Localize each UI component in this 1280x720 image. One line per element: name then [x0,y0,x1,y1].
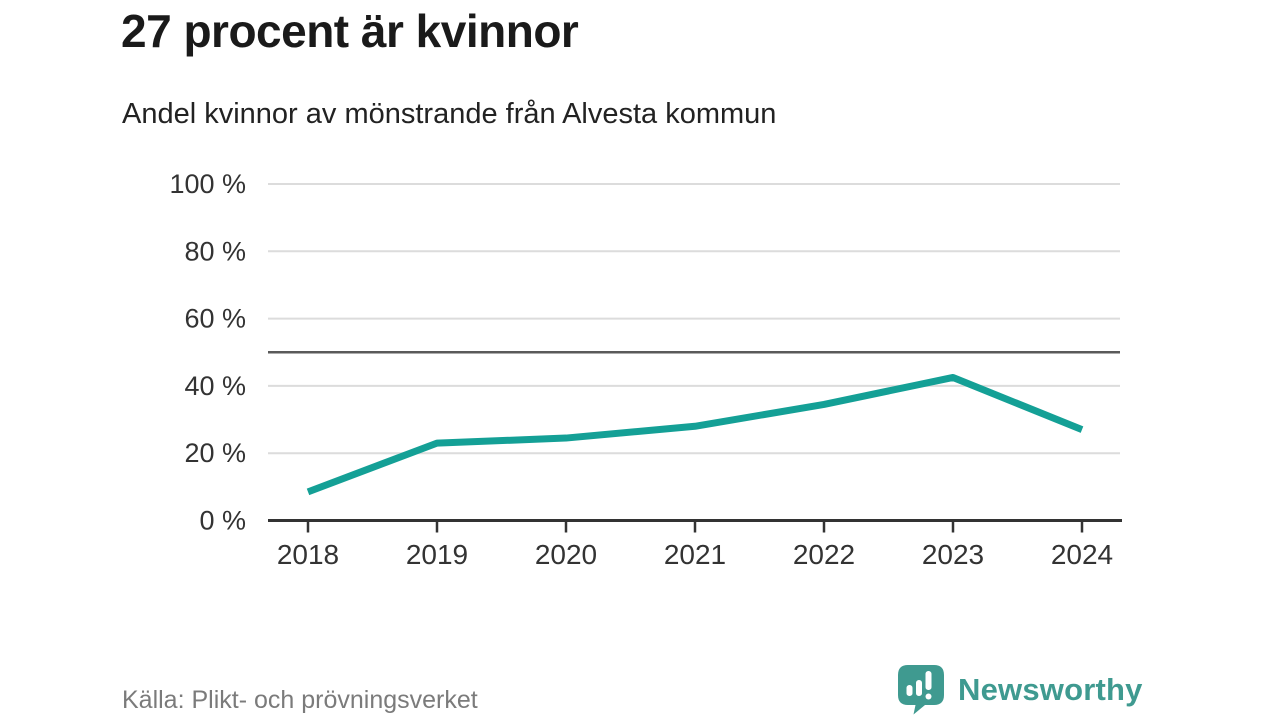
x-axis-tick-label: 2022 [793,539,855,570]
y-axis-tick-label: 60 % [184,304,246,334]
newsworthy-wordmark: Newsworthy [958,671,1143,707]
data-line-andel-kvinnor [306,373,1084,496]
newsworthy-logo: Newsworthy [897,664,1143,715]
x-axis-tick-label: 2024 [1051,539,1113,570]
y-axis-tick-label: 20 % [184,438,246,468]
chart-subtitle: Andel kvinnor av mönstrande från Alvesta… [122,98,777,130]
y-axis-tick-label: 0 % [199,506,246,536]
source-note: Källa: Plikt- och prövningsverket [122,686,478,714]
page-title: 27 procent är kvinnor [121,5,579,57]
x-axis-tick-label: 2019 [406,539,468,570]
y-axis-tick-label: 80 % [184,236,246,266]
y-axis-tick-label: 40 % [184,371,246,401]
x-axis-tick-label: 2020 [535,539,597,570]
bar-chart-bubble-icon [898,665,944,715]
x-axis-tick-label: 2018 [277,539,339,570]
y-axis-tick-label: 100 % [169,169,246,199]
x-axis-tick-label: 2021 [664,539,726,570]
x-axis-tick-label: 2023 [922,539,984,570]
